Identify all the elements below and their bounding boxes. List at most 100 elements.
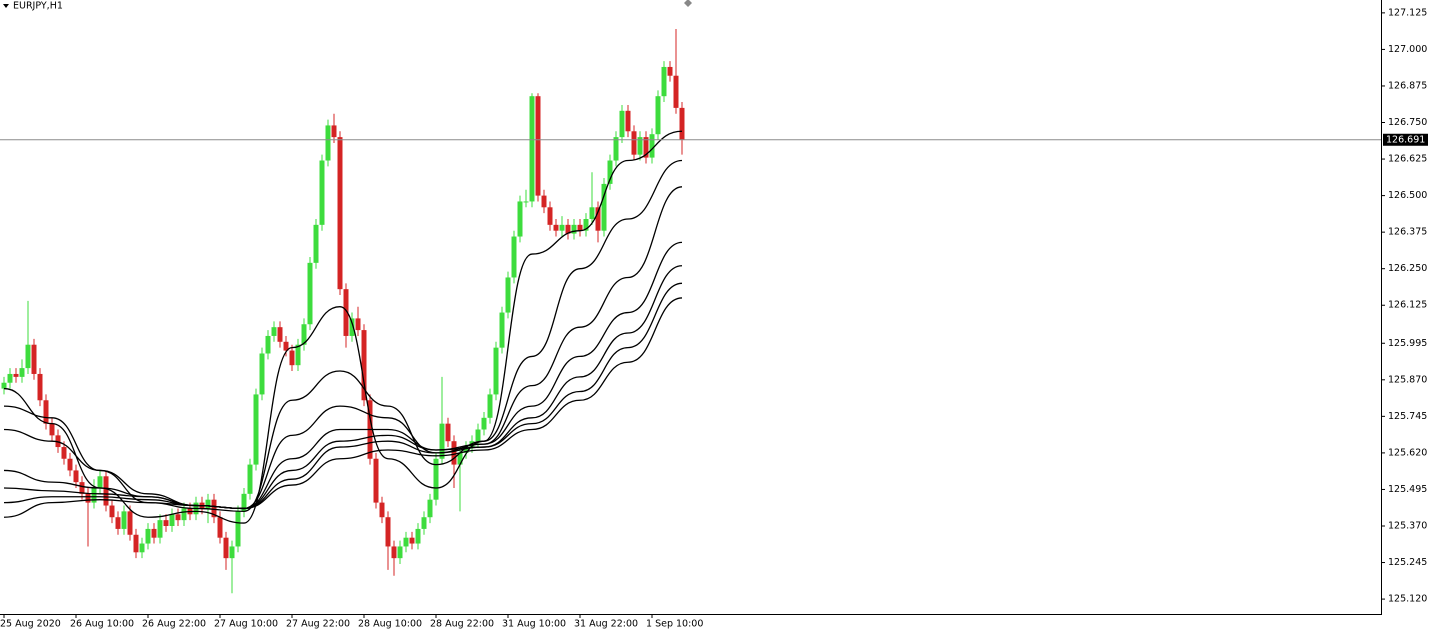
y-tick-label: 125.995: [1388, 338, 1427, 349]
candle-body: [487, 394, 493, 418]
menu-arrow[interactable]: [3, 4, 9, 8]
candle-body: [55, 435, 61, 448]
candle-body: [79, 482, 85, 494]
y-tick-label: 126.750: [1388, 117, 1427, 128]
moving-average-line: [3, 159, 683, 513]
candle-body: [181, 508, 187, 521]
candle-body: [613, 137, 619, 161]
candle-body: [631, 131, 637, 155]
candle-body: [475, 429, 481, 442]
candle-body: [235, 511, 241, 547]
candle-body: [151, 528, 157, 538]
candle-body: [463, 447, 469, 453]
candle-body: [115, 517, 121, 529]
candle-body: [439, 423, 445, 459]
y-tick-label: 125.870: [1388, 374, 1427, 385]
candle-body: [145, 528, 151, 544]
candle-body: [565, 224, 571, 234]
candle-body: [307, 262, 313, 325]
candle-body: [445, 423, 451, 442]
candle-body: [241, 493, 247, 512]
candle-body: [295, 344, 301, 366]
candle-body: [211, 499, 217, 518]
x-tick-label: 31 Aug 10:00: [502, 619, 566, 630]
candle-body: [505, 277, 511, 313]
candle-body: [43, 400, 49, 424]
candle-body: [247, 464, 253, 494]
candle-body: [457, 452, 463, 465]
candle-body: [265, 335, 271, 354]
x-tick-label: 26 Aug 22:00: [142, 619, 206, 630]
candle-body: [421, 517, 427, 529]
candle-body: [385, 517, 391, 547]
candle-body: [679, 107, 685, 140]
x-tick-label: 27 Aug 22:00: [286, 619, 350, 630]
candle-body: [289, 350, 295, 366]
candle-body: [13, 373, 19, 377]
candle-body: [31, 344, 37, 374]
candle-body: [583, 218, 589, 231]
candle-body: [529, 96, 535, 202]
candle-body: [253, 394, 259, 465]
chart-title: EURJPY,H1: [13, 1, 63, 12]
shift-marker: [684, 0, 692, 7]
candle-body: [49, 423, 55, 436]
current-price-label: 126.691: [1386, 134, 1425, 145]
candle-body: [121, 511, 127, 529]
candle-body: [589, 207, 595, 219]
candle-body: [169, 514, 175, 526]
candle-body: [373, 458, 379, 503]
candle-body: [547, 207, 553, 225]
candle-body: [403, 537, 409, 547]
candle-body: [643, 137, 649, 158]
candle-body: [655, 96, 661, 135]
candle-body: [349, 318, 355, 336]
candle-body: [325, 125, 331, 161]
candle-body: [427, 499, 433, 518]
candle-body: [157, 520, 163, 538]
y-tick-label: 126.500: [1388, 190, 1427, 201]
y-tick-label: 126.375: [1388, 227, 1427, 238]
candle-body: [379, 502, 385, 518]
current-price-box: [1383, 133, 1428, 146]
candle-body: [205, 499, 211, 509]
candle-body: [301, 324, 307, 345]
y-tick-label: 126.875: [1388, 80, 1427, 91]
candle-body: [259, 353, 265, 395]
y-tick-label: 125.120: [1388, 594, 1427, 605]
candle-body: [397, 546, 403, 559]
candle-body: [541, 195, 547, 208]
candle-body: [91, 487, 97, 503]
moving-average-line: [3, 297, 683, 518]
x-tick-label: 26 Aug 10:00: [70, 619, 134, 630]
candle-body: [535, 96, 541, 196]
candle-body: [517, 201, 523, 237]
candle-body: [523, 201, 529, 203]
candle-body: [649, 134, 655, 158]
y-tick-label: 125.370: [1388, 520, 1427, 531]
y-tick-label: 125.620: [1388, 447, 1427, 458]
candle-body: [553, 224, 559, 231]
candle-body: [319, 160, 325, 225]
candle-body: [1, 382, 7, 389]
candle-body: [559, 224, 565, 231]
candle-body: [607, 160, 613, 184]
moving-average-line: [3, 130, 683, 524]
candle-body: [637, 137, 643, 155]
y-tick-label: 127.000: [1388, 44, 1427, 55]
candle-body: [277, 327, 283, 342]
y-tick-label: 125.245: [1388, 557, 1427, 568]
candle-body: [673, 75, 679, 108]
candle-body: [493, 347, 499, 395]
candle-body: [481, 417, 487, 430]
candle-body: [343, 289, 349, 336]
candle-body: [661, 66, 667, 97]
y-tick-label: 126.125: [1388, 300, 1427, 311]
candle-body: [175, 514, 181, 521]
candle-body: [109, 505, 115, 518]
y-tick-label: 126.250: [1388, 263, 1427, 274]
candle-body: [85, 493, 91, 503]
